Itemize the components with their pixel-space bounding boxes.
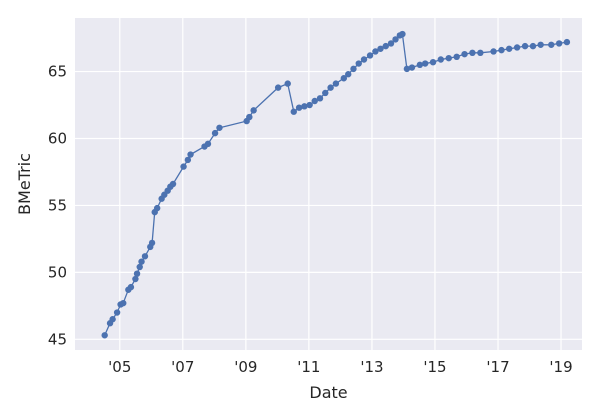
- data-point: [498, 46, 505, 54]
- data-point: [366, 52, 374, 59]
- data-point: [345, 71, 352, 78]
- data-point: [377, 45, 384, 52]
- x-tick-label: '19: [549, 358, 572, 376]
- data-point: [387, 40, 395, 47]
- x-gridlines: [119, 18, 562, 350]
- data-point: [169, 180, 177, 188]
- data-point: [184, 156, 192, 164]
- data-point: [132, 275, 139, 283]
- data-point: [445, 54, 452, 62]
- data-point: [403, 65, 411, 73]
- data-point: [513, 44, 521, 51]
- data-point: [274, 84, 282, 91]
- data-point: [437, 56, 445, 63]
- x-axis-label: Date: [309, 383, 347, 402]
- data-point: [250, 107, 257, 114]
- data-point: [306, 101, 313, 109]
- x-tick-label: '13: [360, 358, 383, 376]
- x-tick-label: '17: [486, 358, 509, 376]
- x-tick-label: '09: [234, 358, 257, 376]
- y-tick-labels: 45 50 55 60 65: [48, 63, 67, 349]
- data-point: [211, 129, 219, 137]
- data-point: [141, 253, 149, 260]
- x-tick-label: '15: [423, 358, 446, 376]
- y-tick-label: 45: [48, 330, 67, 348]
- data-point: [416, 61, 424, 69]
- data-point: [453, 53, 460, 61]
- y-tick-label: 60: [48, 129, 67, 147]
- data-point: [311, 97, 318, 105]
- data-point: [521, 42, 529, 50]
- y-axis-label: BMeTric: [15, 153, 34, 215]
- data-point: [555, 40, 563, 47]
- data-point: [133, 270, 141, 277]
- plot-area: [75, 18, 582, 350]
- x-tick-labels: '05 '07 '09 '11 '13 '15 '17 '19: [108, 358, 572, 376]
- data-point: [322, 89, 329, 97]
- data-point: [138, 258, 145, 265]
- data-point: [372, 48, 379, 55]
- data-point: [327, 84, 334, 91]
- data-point: [340, 75, 348, 82]
- x-tick-label: '07: [171, 358, 194, 376]
- data-point: [350, 65, 357, 73]
- data-point: [392, 36, 399, 43]
- data-point: [204, 140, 212, 148]
- x-tick-label: '05: [108, 358, 131, 376]
- data-point: [421, 60, 429, 67]
- data-point: [136, 263, 143, 271]
- data-point: [246, 113, 253, 121]
- data-point: [109, 316, 116, 323]
- data-point: [563, 38, 571, 46]
- data-point: [284, 80, 291, 87]
- data-point: [537, 41, 544, 48]
- data-point: [295, 104, 303, 111]
- data-point: [153, 204, 161, 212]
- data-point: [113, 309, 121, 316]
- data-point: [429, 58, 437, 66]
- data-point: [332, 80, 340, 87]
- data-point: [505, 45, 513, 52]
- data-point: [529, 42, 537, 50]
- series-markers: [101, 30, 571, 339]
- data-point: [216, 124, 223, 131]
- data-point: [490, 48, 497, 55]
- data-point: [290, 108, 297, 115]
- data-point: [360, 56, 368, 63]
- data-point: [148, 239, 156, 247]
- data-point: [301, 103, 308, 110]
- data-point: [120, 299, 127, 307]
- y-tick-label: 50: [48, 263, 67, 281]
- data-point: [477, 49, 484, 57]
- data-point: [316, 95, 324, 102]
- data-point: [461, 50, 468, 58]
- data-point: [355, 60, 362, 67]
- data-point: [548, 41, 555, 48]
- y-tick-label: 65: [48, 63, 67, 81]
- x-tick-label: '11: [297, 358, 320, 376]
- y-tick-label: 55: [48, 196, 67, 214]
- data-point: [127, 283, 135, 291]
- data-point: [101, 332, 108, 339]
- data-point: [187, 151, 194, 158]
- data-point: [382, 42, 389, 50]
- data-point: [408, 64, 416, 71]
- data-point: [469, 49, 476, 57]
- data-point: [399, 30, 406, 38]
- data-point: [180, 163, 187, 170]
